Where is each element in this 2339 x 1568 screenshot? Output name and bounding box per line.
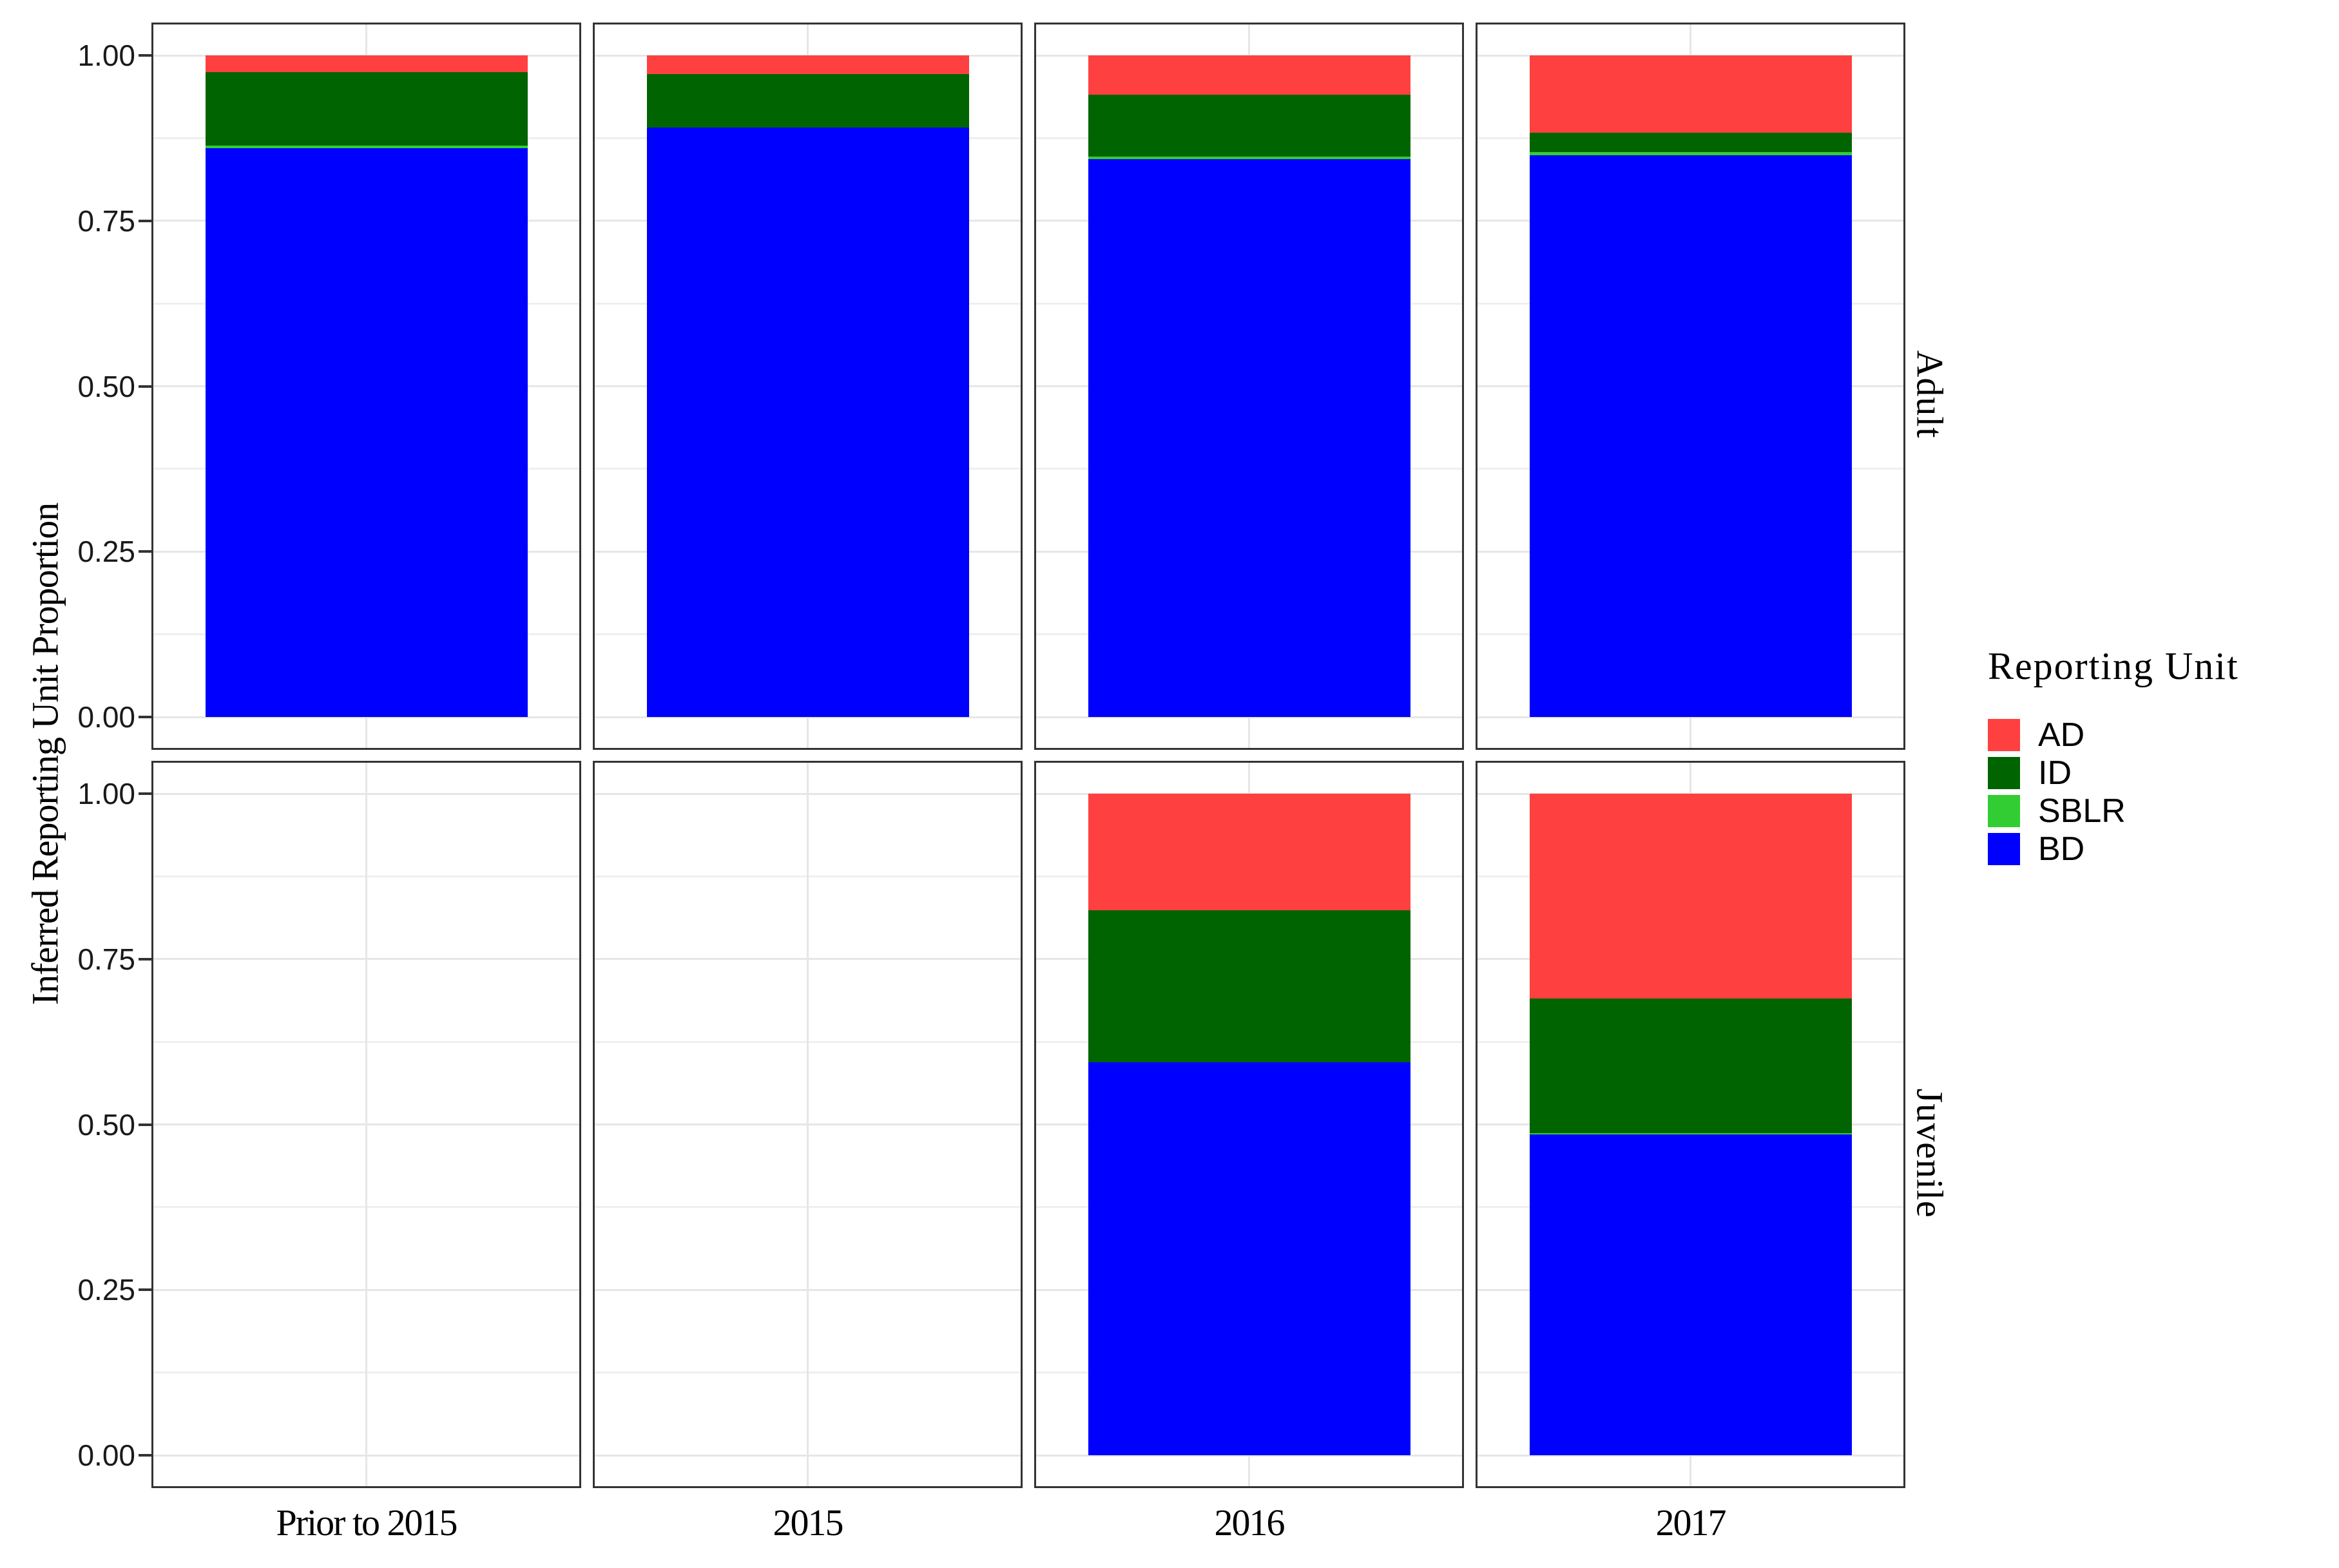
bar-segment-bd	[1088, 1062, 1410, 1455]
y-tick-mark	[139, 1123, 151, 1126]
x-axis-label: Prior to 2015	[276, 1502, 457, 1544]
bar-segment-bd	[1530, 1134, 1852, 1455]
y-tick-mark	[139, 1288, 151, 1292]
bar-segment-ad	[647, 55, 969, 74]
panel-juvenile-3	[1034, 761, 1464, 1488]
y-tick-label: 0.00	[77, 1439, 135, 1472]
y-tick-label: 1.00	[77, 777, 135, 810]
y-tick-label: 0.25	[77, 1273, 135, 1307]
legend-swatch-ad	[1988, 719, 2020, 751]
bar-segment-id	[1530, 999, 1852, 1133]
legend-swatch-id	[1988, 757, 2020, 789]
legend-swatch-bd	[1988, 833, 2020, 865]
legend-item-bd: BD	[1988, 832, 2336, 866]
bar-segment-id	[647, 73, 969, 128]
facet-label-juvenile: Juvenile	[1909, 1088, 1951, 1218]
legend-items: AD ID SBLR BD	[1988, 718, 2336, 866]
bar-segment-ad	[1530, 55, 1852, 133]
bar-segment-sblr	[206, 145, 528, 148]
legend-item-sblr: SBLR	[1988, 794, 2336, 828]
y-tick-label: 0.75	[77, 942, 135, 976]
panel-juvenile-2	[593, 761, 1023, 1488]
panel-adult-2	[593, 23, 1023, 750]
y-tick-label: 0.25	[77, 535, 135, 569]
gridline-vertical	[365, 763, 367, 1486]
panel-adult-1	[151, 23, 581, 750]
y-tick-label: 0.00	[77, 700, 135, 734]
facet-label-adult: Adult	[1909, 350, 1951, 439]
legend-title: Reporting Unit	[1988, 645, 2239, 687]
bar-segment-bd	[1530, 155, 1852, 717]
bar-segment-bd	[206, 148, 528, 717]
y-tick-mark	[139, 792, 151, 795]
y-tick-label: 0.75	[77, 204, 135, 238]
y-tick-label: 1.00	[77, 39, 135, 72]
y-axis-title: Inferred Reporting Unit Proportion	[24, 502, 66, 1006]
legend-label: SBLR	[2038, 792, 2126, 830]
bar-segment-ad	[1088, 55, 1410, 95]
legend-item-ad: AD	[1988, 718, 2336, 752]
panel-juvenile-4	[1476, 761, 1905, 1488]
y-tick-mark	[139, 219, 151, 222]
bar-segment-bd	[647, 127, 969, 717]
y-tick-label: 0.50	[77, 369, 135, 403]
bar-segment-ad	[1088, 794, 1410, 910]
legend-label: AD	[2038, 716, 2085, 754]
x-axis-label: 2015	[773, 1502, 844, 1544]
y-tick-mark	[139, 550, 151, 553]
gridline-vertical	[807, 763, 809, 1486]
x-axis-label: 2016	[1214, 1502, 1285, 1544]
bar-segment-sblr	[1530, 151, 1852, 156]
x-axis-label: 2017	[1655, 1502, 1727, 1544]
bar-segment-sblr	[1530, 1133, 1852, 1134]
y-tick-mark	[139, 957, 151, 961]
bar-segment-id	[1088, 910, 1410, 1062]
bar-segment-sblr	[1088, 157, 1410, 160]
y-tick-mark	[139, 385, 151, 388]
y-tick-label: 0.50	[77, 1107, 135, 1142]
y-tick-mark	[139, 54, 151, 57]
legend-label: ID	[2038, 754, 2072, 792]
bar-segment-ad	[206, 55, 528, 72]
bar-segment-ad	[1530, 794, 1852, 999]
y-tick-mark	[139, 1454, 151, 1457]
bar-segment-id	[1530, 133, 1852, 152]
bar-segment-id	[1088, 94, 1410, 157]
legend-swatch-sblr	[1988, 795, 2020, 827]
legend-label: BD	[2038, 830, 2085, 868]
bar-segment-bd	[1088, 159, 1410, 717]
legend: Reporting Unit AD ID SBLR BD	[1988, 644, 2336, 870]
panel-juvenile-1	[151, 761, 581, 1488]
panel-adult-3	[1034, 23, 1464, 750]
panel-adult-4	[1476, 23, 1905, 750]
legend-item-id: ID	[1988, 756, 2336, 790]
bar-segment-id	[206, 72, 528, 146]
y-tick-mark	[139, 716, 151, 718]
